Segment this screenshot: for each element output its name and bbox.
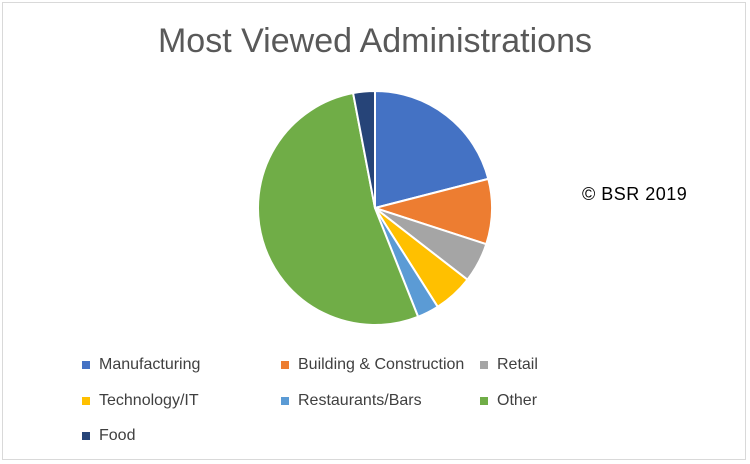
pie-slice-food bbox=[352, 90, 376, 209]
legend-swatch bbox=[480, 361, 488, 369]
legend-label: Building & Construction bbox=[298, 356, 465, 373]
legend-label: Retail bbox=[497, 356, 538, 373]
legend-swatch bbox=[82, 361, 90, 369]
legend-label: Technology/IT bbox=[99, 392, 199, 409]
pie-slice-manufacturing bbox=[374, 90, 490, 209]
legend-item-food: Food bbox=[82, 427, 135, 445]
legend-label: Restaurants/Bars bbox=[298, 392, 422, 409]
legend-label: Other bbox=[497, 392, 538, 409]
legend-item-retail: Retail bbox=[480, 356, 538, 374]
legend-item-other: Other bbox=[480, 392, 537, 410]
legend-swatch bbox=[281, 397, 289, 405]
legend-item-manufacturing: Manufacturing bbox=[82, 356, 200, 374]
copyright-annotation: © BSR 2019 bbox=[582, 184, 688, 204]
legend-item-restaurants-bars: Restaurants/Bars bbox=[281, 392, 422, 410]
legend-item-technology-it: Technology/IT bbox=[82, 392, 199, 410]
pie-slice-other bbox=[257, 92, 420, 326]
chart-title: Most Viewed Administrations bbox=[157, 22, 592, 60]
legend-swatch bbox=[480, 397, 488, 405]
legend-label: Food bbox=[99, 427, 136, 444]
pie-slices bbox=[257, 90, 493, 326]
legend-item-building-construction: Building & Construction bbox=[281, 356, 464, 374]
legend-swatch bbox=[82, 432, 90, 440]
legend-label: Manufacturing bbox=[99, 356, 201, 373]
legend-swatch bbox=[82, 397, 90, 405]
legend-swatch bbox=[281, 361, 289, 369]
